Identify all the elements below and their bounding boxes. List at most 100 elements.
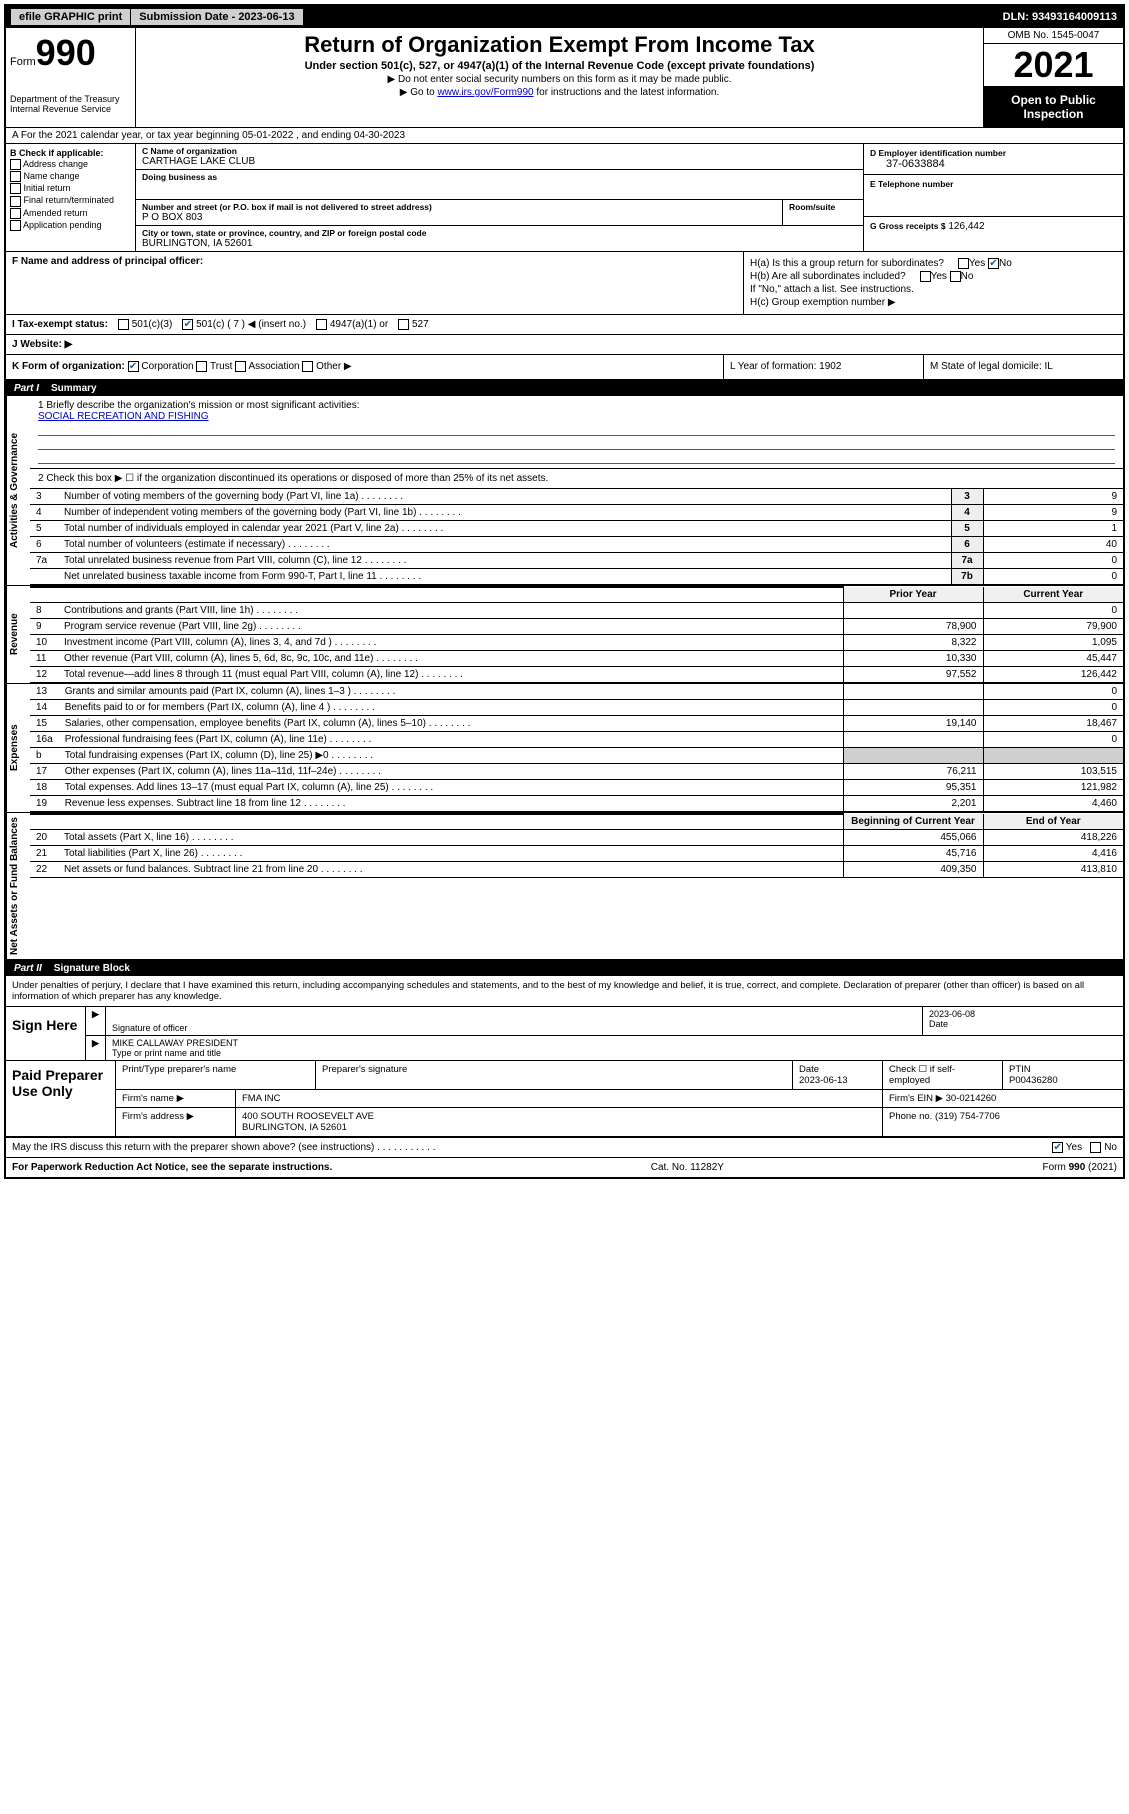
cb-application-pending[interactable]: Application pending [10,220,131,231]
hc-exemption: H(c) Group exemption number ▶ [750,297,1117,308]
hb-subordinates: H(b) Are all subordinates included? Yes … [750,271,1117,282]
col-b-header: B Check if applicable: [10,148,131,158]
cb-corporation[interactable] [128,361,139,372]
irs-link[interactable]: www.irs.gov/Form990 [437,87,533,98]
cb-527[interactable]: 527 [398,319,428,330]
revenue-table: Prior YearCurrent Year8Contributions and… [30,586,1123,683]
cb-name-change[interactable]: Name change [10,171,131,182]
i-tax-exempt-label: I Tax-exempt status: [12,319,108,330]
paid-preparer-label: Paid Preparer Use Only [6,1061,116,1136]
form-number: 990 [36,32,96,73]
form-footer: Form 990 (2021) [1042,1162,1117,1173]
cb-trust[interactable] [196,361,207,372]
city-value: BURLINGTON, IA 52601 [142,238,857,249]
mission-label: 1 Briefly describe the organization's mi… [38,400,1115,411]
ptin-label: PTIN [1009,1064,1031,1075]
dept-treasury: Department of the Treasury Internal Reve… [10,94,131,114]
check-self-employed[interactable]: Check ☐ if self-employed [883,1061,1003,1089]
firm-ein-label: Firm's EIN ▶ [889,1093,943,1104]
phone-label: E Telephone number [870,179,1117,189]
cb-initial-return[interactable]: Initial return [10,183,131,194]
prep-name-label: Print/Type preparer's name [116,1061,316,1089]
discuss-answer[interactable]: Yes No [1052,1142,1117,1153]
city-label: City or town, state or province, country… [142,228,857,238]
org-name-label: C Name of organization [142,146,857,156]
firm-addr1: 400 SOUTH ROOSEVELT AVE [242,1111,374,1122]
cb-other[interactable] [302,361,313,372]
j-website-label: J Website: ▶ [12,339,72,350]
net-assets-table: Beginning of Current YearEnd of Year20To… [30,813,1123,878]
section-net-assets: Net Assets or Fund Balances [6,813,30,959]
street-label: Number and street (or P.O. box if mail i… [142,202,776,212]
section-governance: Activities & Governance [6,396,30,585]
ein-label: D Employer identification number [870,148,1117,158]
instructions-link-line: ▶ Go to www.irs.gov/Form990 for instruct… [144,87,975,98]
perjury-declaration: Under penalties of perjury, I declare th… [6,976,1123,1007]
firm-addr2: BURLINGTON, IA 52601 [242,1122,347,1133]
part-2-header: Part II Signature Block [6,961,1123,976]
ein-value: 37-0633884 [870,158,1117,170]
firm-name-value: FMA INC [236,1090,883,1107]
firm-phone-label: Phone no. [889,1111,932,1122]
sign-here-label: Sign Here [6,1007,86,1060]
hb-note: If "No," attach a list. See instructions… [750,284,1117,295]
l-year-formation: L Year of formation: 1902 [723,355,923,378]
sig-officer-label: Signature of officer [112,1023,916,1033]
firm-phone-value: (319) 754-7706 [935,1111,1000,1122]
street-value: P O BOX 803 [142,212,776,223]
topbar: efile GRAPHIC print Submission Date - 20… [6,6,1123,28]
form-word: Form [10,56,36,68]
firm-name-label: Firm's name ▶ [116,1090,236,1107]
col-b-checkboxes: B Check if applicable: Address change Na… [6,144,136,251]
expenses-table: 13Grants and similar amounts paid (Part … [30,684,1123,812]
cb-amended-return[interactable]: Amended return [10,208,131,219]
row-a-tax-year: A For the 2021 calendar year, or tax yea… [6,128,1123,144]
section-expenses: Expenses [6,684,30,812]
cb-4947a1[interactable]: 4947(a)(1) or [316,319,388,330]
cb-final-return[interactable]: Final return/terminated [10,195,131,206]
firm-addr-label: Firm's address ▶ [116,1108,236,1136]
form-id-box: Form990 Department of the Treasury Inter… [6,28,136,127]
submission-date: Submission Date - 2023-06-13 [131,9,302,25]
prep-date-value: 2023-06-13 [799,1075,848,1086]
sig-date-label: Date [929,1019,1117,1029]
arrow-icon: ▶ [86,1007,106,1035]
cb-address-change[interactable]: Address change [10,159,131,170]
f-officer-label: F Name and address of principal officer: [12,256,737,267]
cb-association[interactable] [235,361,246,372]
cb-501c[interactable]: 501(c) ( 7 ) ◀ (insert no.) [182,319,306,330]
section-revenue: Revenue [6,586,30,683]
dba-label: Doing business as [142,172,857,182]
part-1-header: Part I Summary [6,381,1123,396]
catalog-number: Cat. No. 11282Y [651,1162,724,1173]
type-name-label: Type or print name and title [112,1048,1117,1058]
omb-number: OMB No. 1545-0047 [984,28,1123,44]
open-to-public: Open to Public Inspection [984,87,1123,127]
efile-print-button[interactable]: efile GRAPHIC print [10,8,131,26]
form-subtitle: Under section 501(c), 527, or 4947(a)(1)… [144,60,975,72]
prep-sig-label: Preparer's signature [316,1061,793,1089]
gross-receipts-label: G Gross receipts $ [870,221,946,231]
ptin-value: P00436280 [1009,1075,1058,1086]
room-label: Room/suite [789,202,857,212]
ha-group-return: H(a) Is this a group return for subordin… [750,258,1117,269]
m-state-domicile: M State of legal domicile: IL [923,355,1123,378]
form-title: Return of Organization Exempt From Incom… [144,32,975,58]
k-form-org: K Form of organization: Corporation Trus… [6,355,723,378]
gross-receipts-value: 126,442 [948,221,984,232]
officer-name: MIKE CALLAWAY PRESIDENT [112,1038,1117,1048]
sig-date-value: 2023-06-08 [929,1009,1117,1019]
dln: DLN: 93493164009113 [1003,11,1123,23]
cb-501c3[interactable]: 501(c)(3) [118,319,172,330]
prep-date-label: Date [799,1064,819,1075]
mission-text[interactable]: SOCIAL RECREATION AND FISHING [38,411,209,422]
governance-table: 3Number of voting members of the governi… [30,489,1123,585]
ssn-warning: ▶ Do not enter social security numbers o… [144,74,975,85]
tax-year: 2021 [984,44,1123,87]
discuss-question: May the IRS discuss this return with the… [12,1142,1052,1153]
line-2: 2 Check this box ▶ ☐ if the organization… [30,469,1123,489]
org-name: CARTHAGE LAKE CLUB [142,156,857,167]
pra-notice: For Paperwork Reduction Act Notice, see … [12,1162,332,1173]
firm-ein-value: 30-0214260 [946,1093,997,1104]
arrow-icon: ▶ [86,1036,106,1060]
